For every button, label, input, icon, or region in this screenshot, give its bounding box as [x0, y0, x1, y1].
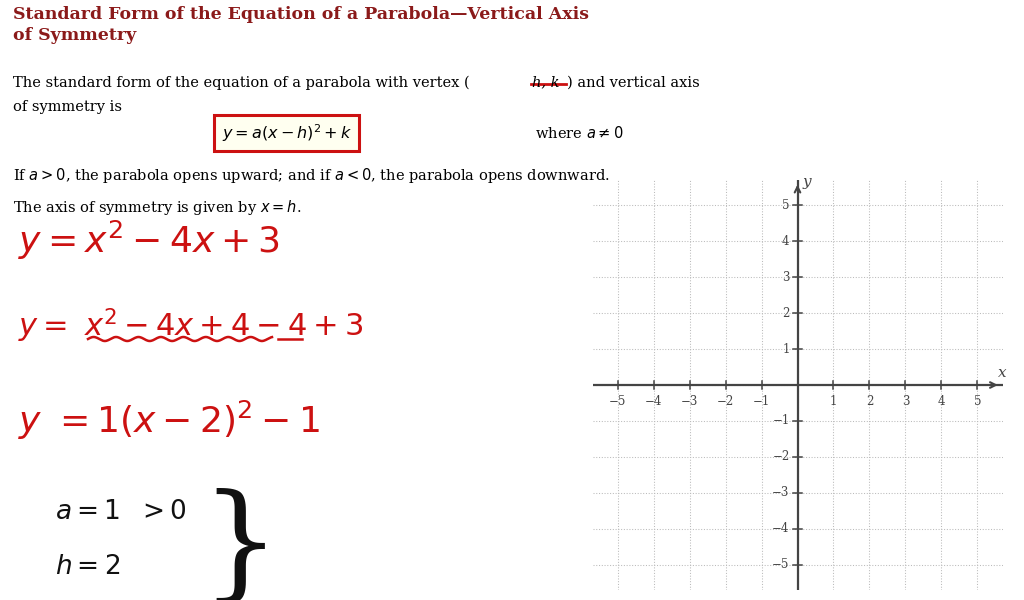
Text: −3: −3	[772, 487, 790, 499]
Text: −4: −4	[645, 395, 663, 408]
Text: $y =\ x^2 - 4x + 4 - 4 + 3$: $y =\ x^2 - 4x + 4 - 4 + 3$	[18, 307, 364, 346]
Text: $y = x^2 - 4x + 3$: $y = x^2 - 4x + 3$	[18, 219, 280, 262]
Text: $h=2$: $h=2$	[55, 554, 120, 579]
Text: $a=1\ \ >0$: $a=1\ \ >0$	[55, 499, 186, 524]
Text: 5: 5	[782, 199, 790, 212]
Text: 2: 2	[865, 395, 873, 408]
Text: 1: 1	[782, 343, 790, 356]
Text: −4: −4	[772, 523, 790, 535]
Text: If $a > 0$, the parabola opens upward; and if $a < 0$, the parabola opens downwa: If $a > 0$, the parabola opens upward; a…	[13, 166, 610, 185]
Text: −3: −3	[681, 395, 698, 408]
Text: ) and vertical axis: ) and vertical axis	[567, 76, 699, 89]
Text: }: }	[200, 488, 280, 600]
Text: −2: −2	[717, 395, 734, 408]
Text: 4: 4	[938, 395, 945, 408]
Text: 4: 4	[782, 235, 790, 248]
Text: y: y	[803, 175, 811, 189]
Text: where $a \neq 0$: where $a \neq 0$	[512, 125, 624, 141]
Text: 1: 1	[829, 395, 838, 408]
Text: −5: −5	[772, 559, 790, 571]
Text: −2: −2	[772, 451, 790, 463]
Text: x: x	[998, 365, 1007, 380]
Text: 3: 3	[782, 271, 790, 284]
Text: 3: 3	[902, 395, 909, 408]
Text: of symmetry is: of symmetry is	[13, 100, 122, 114]
Text: The standard form of the equation of a parabola with vertex (: The standard form of the equation of a p…	[13, 76, 470, 90]
Text: h, k: h, k	[532, 76, 559, 89]
Text: −1: −1	[753, 395, 770, 408]
Text: 5: 5	[974, 395, 981, 408]
Text: $y\ =1(x - 2)^2 - 1$: $y\ =1(x - 2)^2 - 1$	[18, 399, 319, 442]
Text: −1: −1	[772, 415, 790, 427]
Text: The axis of symmetry is given by $x = h$.: The axis of symmetry is given by $x = h$…	[13, 199, 302, 217]
Text: 2: 2	[782, 307, 790, 320]
Text: Standard Form of the Equation of a Parabola—Vertical Axis
of Symmetry: Standard Form of the Equation of a Parab…	[13, 5, 590, 44]
Text: −5: −5	[609, 395, 627, 408]
Text: $y = a(x - h)^2 + k$: $y = a(x - h)^2 + k$	[221, 122, 352, 144]
